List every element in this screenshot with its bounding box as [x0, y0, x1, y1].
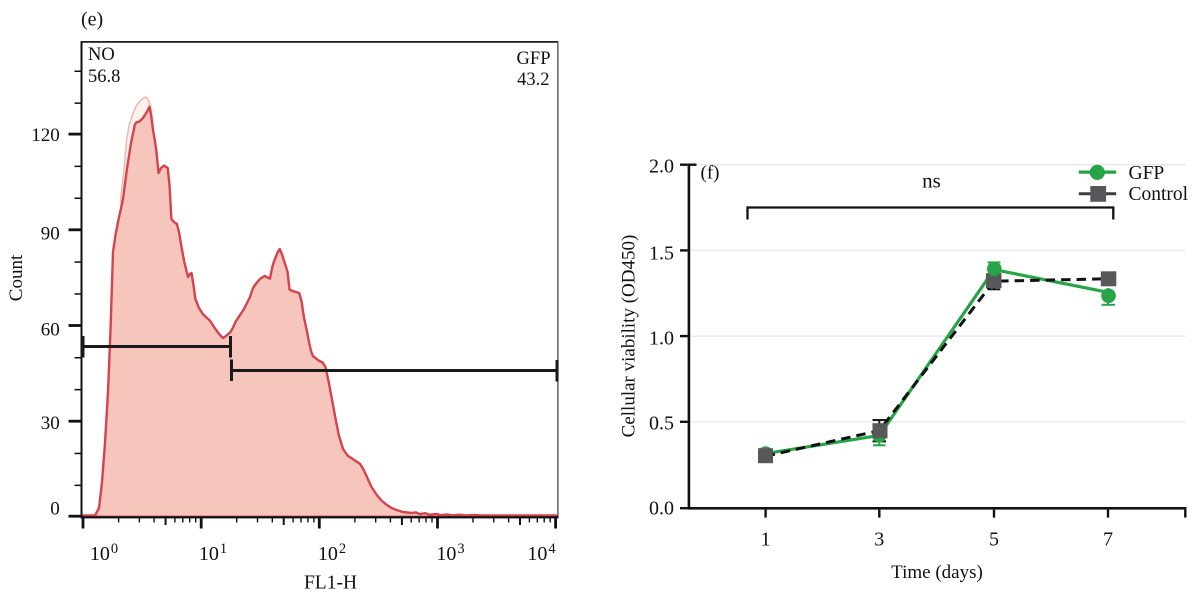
svg-text:120: 120	[31, 125, 60, 146]
svg-text:GFP: GFP	[1129, 163, 1165, 184]
svg-text:GFP: GFP	[517, 49, 551, 69]
svg-text:Control: Control	[1129, 184, 1189, 205]
svg-text:(e): (e)	[81, 9, 103, 31]
svg-text:90: 90	[41, 223, 60, 244]
svg-text:7: 7	[1103, 529, 1113, 551]
svg-text:Cellular viability (OD450): Cellular viability (OD450)	[619, 235, 640, 438]
svg-text:1.5: 1.5	[649, 243, 674, 265]
svg-text:2.0: 2.0	[649, 155, 674, 177]
svg-text:0: 0	[50, 498, 60, 519]
svg-text:ns: ns	[922, 169, 941, 193]
svg-text:Count: Count	[6, 254, 27, 301]
svg-text:NO: NO	[88, 45, 115, 65]
svg-text:0.0: 0.0	[649, 497, 674, 519]
svg-text:5: 5	[989, 529, 999, 551]
svg-text:3: 3	[874, 529, 884, 551]
svg-text:60: 60	[41, 319, 60, 340]
svg-text:Time (days): Time (days)	[891, 562, 983, 583]
svg-text:43.2: 43.2	[517, 70, 549, 90]
svg-text:(f): (f)	[701, 163, 720, 184]
svg-text:1: 1	[761, 529, 771, 551]
svg-text:1.0: 1.0	[649, 328, 674, 350]
svg-text:FL1-H: FL1-H	[304, 573, 357, 594]
svg-text:0.5: 0.5	[649, 413, 674, 435]
svg-text:30: 30	[41, 413, 60, 434]
svg-text:56.8: 56.8	[88, 67, 120, 87]
